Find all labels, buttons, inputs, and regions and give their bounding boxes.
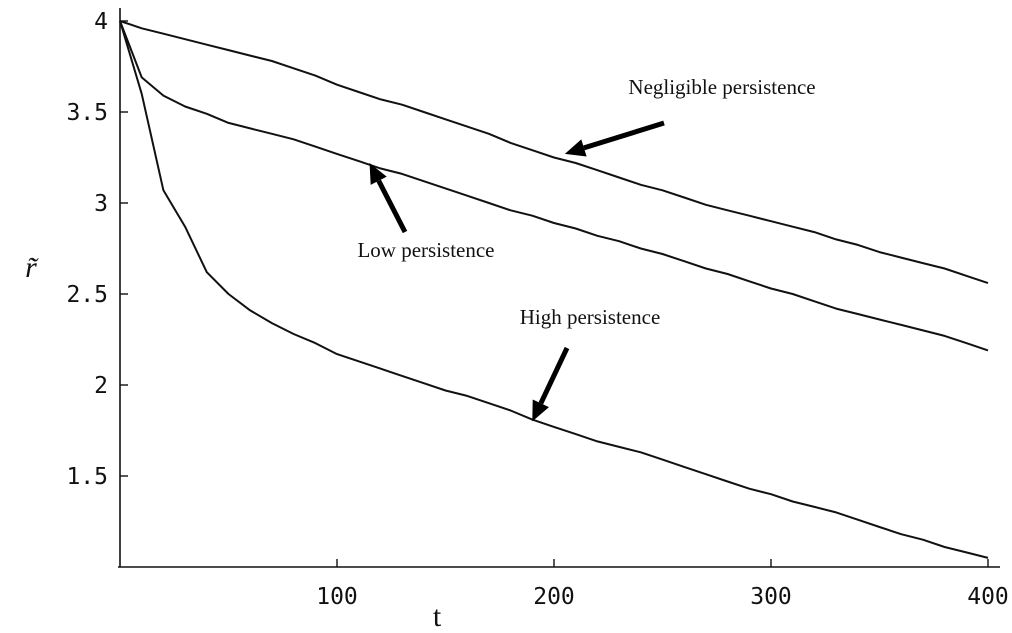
- plot-area: 100 200 300 400 1.5 2 2.5 3 3.5 4 Negligible pers…: [66, 8, 1009, 610]
- x-tick-label: 100: [316, 584, 358, 610]
- label-high-persistence: High persistence: [520, 305, 661, 329]
- series-low-persistence: [119, 20, 989, 352]
- y-tick-label: 3.5: [66, 100, 108, 126]
- axis-ticks: 100 200 300 400 1.5 2 2.5 3 3.5 4: [66, 9, 1008, 610]
- series-negligible-persistence: [119, 20, 989, 285]
- arrow-icon: [538, 346, 570, 405]
- arrow-icon: [376, 179, 408, 234]
- arrow-icon: [583, 120, 665, 151]
- arrowhead-icon: [532, 399, 549, 422]
- y-tick-label: 1.5: [66, 464, 108, 490]
- y-tick-label: 3: [94, 191, 108, 217]
- x-tick-label: 400: [967, 584, 1009, 610]
- label-negligible-persistence: Negligible persistence: [628, 75, 815, 99]
- x-axis-title: t: [433, 600, 442, 633]
- series-lines: [119, 20, 989, 559]
- label-low-persistence: Low persistence: [357, 238, 494, 262]
- y-axis-title: r̃: [25, 251, 39, 284]
- arrowhead-icon: [369, 162, 387, 185]
- arrowhead-icon: [564, 139, 587, 157]
- series-high-persistence: [119, 20, 989, 559]
- y-tick-label: 2: [94, 373, 108, 399]
- y-tick-label: 4: [94, 9, 108, 35]
- annotations: Negligible persistence Low persistence Hig…: [357, 75, 816, 422]
- y-tick-label: 2.5: [66, 282, 108, 308]
- x-tick-label: 300: [750, 584, 792, 610]
- x-tick-label: 200: [533, 584, 575, 610]
